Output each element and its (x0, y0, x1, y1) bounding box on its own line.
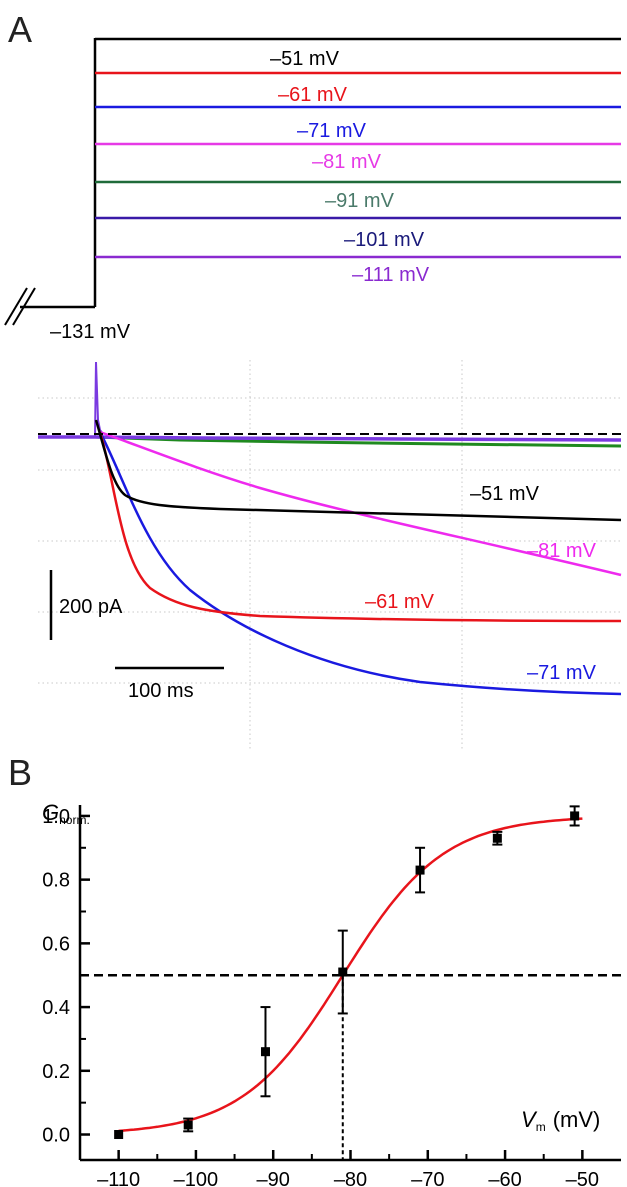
x-tick-label: –50 (566, 1169, 599, 1187)
data-point (260, 1047, 270, 1057)
x-tick-label: –80 (334, 1169, 367, 1187)
plot-area (80, 805, 621, 1160)
current-scale-label: 200 pA (59, 596, 123, 618)
time-scale-label: 100 ms (128, 680, 194, 702)
data-point (570, 811, 580, 821)
break-mark (4, 287, 28, 326)
break-mark (12, 287, 36, 326)
step-label: –71 mV (297, 120, 367, 142)
x-tick-label: –100 (174, 1169, 219, 1187)
x-tick-label: –70 (411, 1169, 444, 1187)
trace-label: –71 mV (527, 662, 597, 684)
data-point (114, 1130, 124, 1140)
step-label: –61 mV (278, 84, 348, 106)
step-label: –111 mV (352, 264, 430, 286)
y-tick-label: 0.0 (42, 1125, 70, 1147)
y-tick-label: 0.8 (42, 870, 70, 892)
x-tick-label: –90 (257, 1169, 290, 1187)
data-point (492, 833, 502, 843)
trace-label: –51 mV (470, 483, 540, 505)
trace-label: –61 mV (365, 591, 435, 613)
x-axis-title: Vm (mV) (521, 1107, 600, 1134)
panel-b-label: B (8, 752, 32, 793)
capacitive-spike (94, 361, 104, 438)
x-axis-title-sub: m (536, 1120, 546, 1134)
y-tick-label: 1.0 (42, 806, 70, 828)
y-axis: 0.0 0.2 0.4 0.6 0.8 1.0 (42, 805, 90, 1160)
step-label: –51 mV (270, 48, 340, 70)
x-axis-title-main: V (521, 1107, 538, 1132)
current-traces: –51 mV –81 mV –61 mV –71 mV 200 pA 100 m… (38, 360, 622, 750)
data-point (183, 1120, 193, 1130)
y-tick-label: 0.2 (42, 1061, 70, 1083)
step-label: –91 mV (325, 190, 395, 212)
trace-purple (38, 435, 622, 442)
trace-81 (99, 430, 622, 577)
x-tick-label: –110 (97, 1169, 140, 1187)
trace-71 (98, 431, 622, 696)
trace-label: –81 mV (527, 540, 597, 562)
trace-61 (98, 431, 622, 623)
x-axis: –110 –100 –90 –80 –70 –60 –50 (80, 1150, 621, 1187)
y-axis-title-main: G (42, 800, 59, 825)
voltage-protocol: –51 mV –61 mV –71 mV –81 mV –91 mV –101 … (4, 37, 621, 343)
y-tick-label: 0.6 (42, 933, 70, 955)
holding-label: –131 mV (50, 321, 131, 343)
y-tick-label: 0.4 (42, 997, 70, 1019)
trace-51 (94, 419, 622, 522)
x-axis-title-unit: (mV) (553, 1107, 601, 1132)
panel-a-label: A (8, 9, 32, 50)
data-point (415, 865, 425, 875)
x-tick-label: –60 (488, 1169, 521, 1187)
fit-curve (118, 817, 583, 1133)
step-label: –101 mV (344, 229, 425, 251)
step-label: –81 mV (312, 151, 382, 173)
data-point (338, 967, 348, 977)
